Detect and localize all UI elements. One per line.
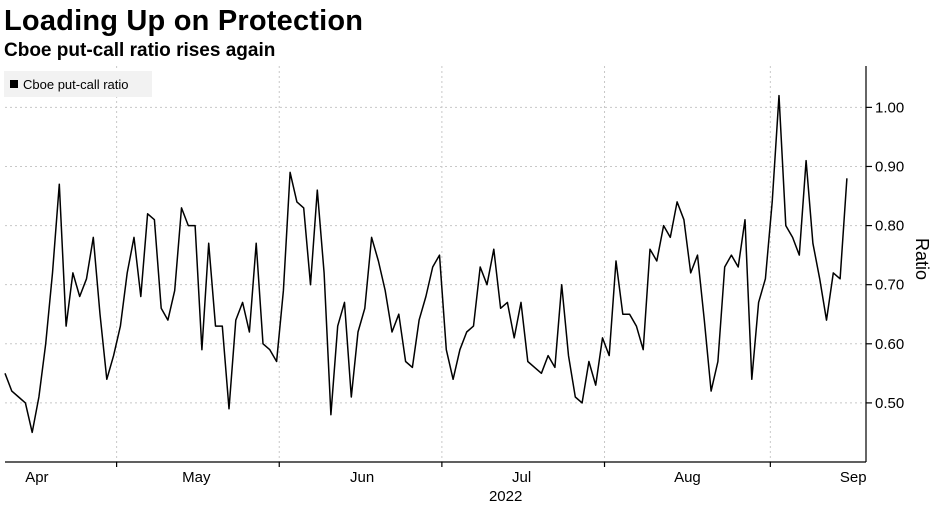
x-tick-label: Jul (512, 469, 531, 486)
chart-title: Loading Up on Protection (4, 5, 364, 37)
x-tick-label: Jun (350, 469, 374, 486)
y-tick-label: 0.70 (875, 277, 904, 294)
legend-label: Cboe put-call ratio (23, 77, 129, 92)
x-year-label: 2022 (489, 488, 522, 505)
y-axis-label: Ratio (912, 238, 932, 280)
legend-box (4, 71, 152, 97)
x-tick-label: Apr (25, 469, 48, 486)
chart-subtitle: Cboe put-call ratio rises again (4, 40, 276, 61)
y-tick-label: 0.50 (875, 395, 904, 412)
y-tick-label: 1.00 (875, 99, 904, 116)
x-tick-label: Sep (840, 469, 867, 486)
y-tick-label: 0.80 (875, 218, 904, 235)
series-line-cboe-put-call-ratio (4, 94, 848, 434)
y-tick-label: 0.60 (875, 336, 904, 353)
y-tick-label: 0.90 (875, 158, 904, 175)
x-tick-label: Aug (674, 469, 701, 486)
legend-swatch (10, 80, 18, 88)
x-tick-label: May (182, 469, 211, 486)
